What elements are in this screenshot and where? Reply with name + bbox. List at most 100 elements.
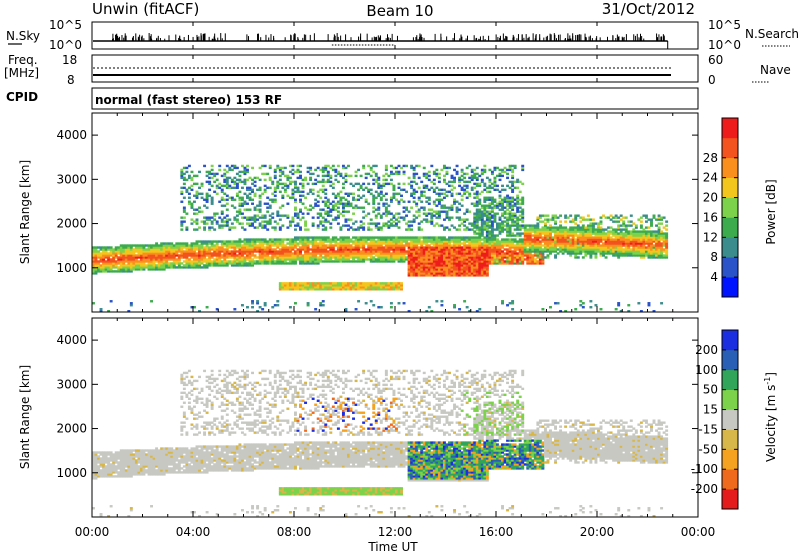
power-cell [208, 216, 211, 218]
power-cell [584, 218, 587, 220]
power-cell [443, 236, 446, 238]
power-cell [213, 173, 216, 175]
power-cell [327, 250, 330, 252]
power-cell [468, 165, 471, 167]
power-cell [446, 183, 449, 185]
power-cell [332, 205, 335, 207]
power-cell [362, 216, 365, 218]
power-cell [557, 252, 560, 254]
power-cell [504, 224, 507, 226]
power-cell [231, 165, 234, 167]
power-cell [319, 197, 322, 199]
power-cell [218, 165, 221, 167]
power-cell [261, 224, 264, 226]
power-cell [506, 195, 509, 197]
power-cell [392, 214, 395, 216]
power-cell [367, 203, 370, 205]
power-cell [430, 236, 433, 238]
power-cell [322, 179, 325, 181]
power-cell [499, 222, 502, 224]
power-cell [509, 224, 512, 226]
power-cell [390, 197, 393, 199]
power-cell [367, 236, 370, 238]
power-cell [461, 195, 464, 197]
power-cell [524, 258, 527, 260]
power-cell [448, 191, 451, 193]
power-cell [496, 167, 499, 169]
power-cell [362, 222, 365, 224]
power-cell [418, 187, 421, 189]
power-cell [433, 183, 436, 185]
power-cell [254, 177, 257, 179]
power-cell [233, 187, 236, 189]
power-cell [398, 201, 401, 203]
power-cell [203, 264, 206, 266]
power-cell [312, 282, 315, 284]
power-cell [405, 191, 408, 193]
power-cell [206, 207, 209, 209]
power-cell [223, 179, 226, 181]
power-cell [435, 193, 438, 195]
power-cell [236, 193, 239, 195]
power-cell [589, 300, 592, 302]
power-cell [274, 175, 277, 177]
power-cell [385, 222, 388, 224]
power-cell [203, 220, 206, 222]
power-cell [266, 211, 269, 213]
power-cell [509, 238, 512, 240]
power-cell [481, 179, 484, 181]
power-cell [342, 183, 345, 185]
power-cell [233, 216, 236, 218]
power-cell [544, 256, 547, 258]
power-cell [509, 187, 512, 189]
power-cell [228, 167, 231, 169]
power-cell [519, 207, 522, 209]
power-cell [251, 183, 254, 185]
power-cell [339, 282, 342, 284]
power-cell [286, 226, 289, 228]
power-cell [466, 181, 469, 183]
power-cell [271, 226, 274, 228]
power-cell [395, 171, 398, 173]
power-cell [572, 226, 575, 228]
power-cell [173, 244, 176, 246]
power-cell [345, 199, 348, 201]
power-cell [117, 256, 120, 258]
power-cell [352, 207, 355, 209]
power-cell [466, 209, 469, 211]
power-cell [504, 189, 507, 191]
power-cell [425, 236, 428, 238]
power-cell [589, 222, 592, 224]
power-cell [322, 185, 325, 187]
power-cell [473, 183, 476, 185]
power-cell [332, 244, 335, 246]
power-cell [329, 167, 332, 169]
power-cell [357, 300, 360, 302]
power-cell [423, 213, 426, 215]
power-cell [471, 236, 474, 238]
power-cell [223, 224, 226, 226]
power-cell [307, 302, 310, 304]
power-cell [241, 222, 244, 224]
power-cell [352, 228, 355, 230]
power-cell [387, 236, 390, 238]
power-cell [324, 175, 327, 177]
power-cell [440, 300, 443, 302]
power-cell [334, 236, 337, 238]
power-cell [511, 205, 514, 207]
power-cell [360, 282, 363, 284]
power-cell [468, 222, 471, 224]
power-cell [244, 193, 247, 195]
power-cell [385, 282, 388, 284]
power-cell [110, 258, 113, 260]
power-cell [594, 222, 597, 224]
power-cell [577, 234, 580, 236]
power-cell [110, 246, 113, 248]
power-cell [370, 175, 373, 177]
power-cell [514, 181, 517, 183]
power-cell [350, 226, 353, 228]
power-cell [360, 220, 363, 222]
power-cell [264, 238, 267, 240]
power-cell [526, 224, 529, 226]
power-cell [357, 189, 360, 191]
